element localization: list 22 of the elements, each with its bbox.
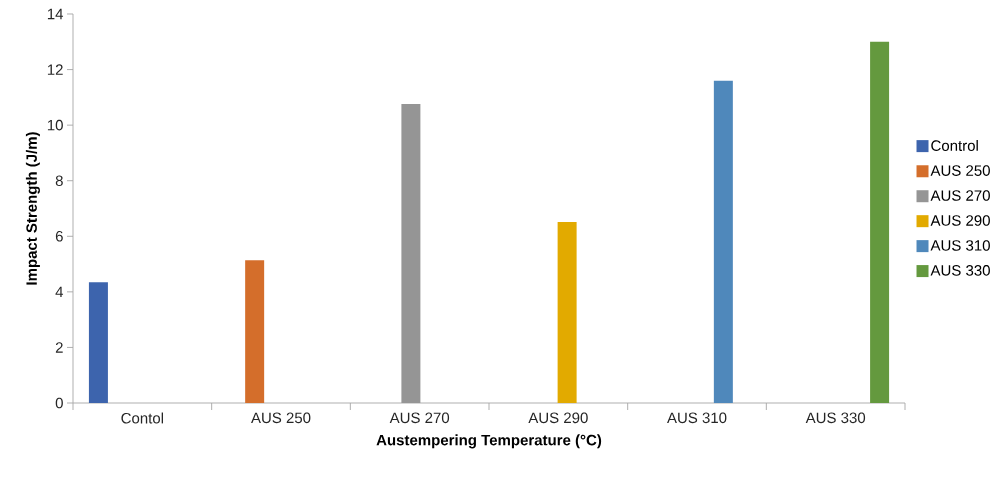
y-tick-label: 2: [55, 342, 63, 353]
legend-label: Control: [931, 139, 978, 151]
y-tick-label: 6: [55, 230, 63, 242]
x-tick-label: AUS 270: [389, 412, 450, 424]
x-axis-title: Austempering Temperature (°C): [376, 434, 602, 449]
x-tick-label: AUS 310: [667, 412, 727, 424]
y-tick-label: 14: [47, 8, 64, 20]
x-tick-label: Contol: [121, 412, 163, 424]
x-tick-label: AUS 250: [251, 412, 311, 424]
y-axis-title: Impact Strength (J/m): [25, 132, 40, 285]
x-tick-label: AUS 330: [805, 412, 866, 424]
y-tick-label: 8: [55, 175, 63, 187]
legend-label: AUS 270: [930, 190, 990, 201]
legend-label: AUS 250: [930, 165, 990, 176]
y-tick-label: 10: [47, 119, 63, 131]
legend-label: AUS 310: [930, 240, 990, 251]
legend-label: AUS 290: [930, 215, 990, 226]
legend-label: AUS 330: [930, 265, 990, 276]
y-tick-label: 0: [55, 397, 63, 409]
y-tick-label: 4: [55, 286, 64, 298]
y-tick-label: 12: [47, 64, 63, 75]
x-tick-label: AUS 290: [528, 412, 588, 424]
